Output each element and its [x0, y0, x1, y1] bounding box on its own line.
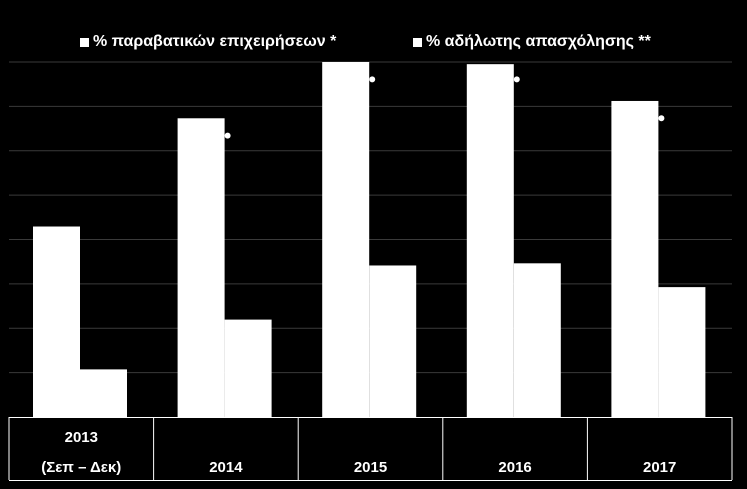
category-label: 2014	[209, 459, 243, 476]
legend-label: % παραβατικών επιχειρήσεων *	[93, 33, 337, 50]
bar-1-5	[611, 100, 659, 418]
legend-item-undeclared-employment: % αδήλωτης απασχόλησης **	[413, 33, 651, 51]
series-2-bars	[80, 263, 706, 417]
bar-2-1	[80, 369, 127, 417]
category-label: 2013	[65, 429, 98, 446]
bar-2-2	[224, 319, 272, 417]
category-label: 2016	[498, 459, 531, 476]
bar-1-3	[322, 62, 370, 417]
bar-2-4	[513, 263, 561, 417]
legend-swatch-square-icon	[413, 37, 422, 47]
legend-swatch-square-icon	[80, 37, 89, 47]
category-label: (Σεπ – Δεκ)	[41, 459, 121, 476]
bar-1-1	[33, 226, 80, 417]
marker-point	[224, 132, 231, 139]
series-1-bars	[33, 62, 659, 418]
legend-item-violating-businesses: % παραβατικών επιχειρήσεων *	[80, 33, 336, 51]
marker-point	[369, 76, 376, 83]
legend: % παραβατικών επιχειρήσεων * % αδήλωτης …	[0, 33, 747, 53]
category-label: 2015	[354, 459, 387, 476]
marker-point	[513, 76, 520, 83]
bar-2-3	[369, 265, 417, 417]
bar-1-2	[177, 118, 225, 417]
marker-point	[658, 115, 665, 122]
bar-1-4	[466, 64, 514, 417]
category-label: 2017	[643, 459, 676, 476]
category-axis: 2013 (Σεπ – Δεκ) 2014 2015 2016 2017	[8, 417, 733, 481]
legend-label: % αδήλωτης απασχόλησης **	[426, 33, 651, 50]
bar-2-5	[658, 287, 706, 417]
series-markers	[224, 76, 665, 139]
